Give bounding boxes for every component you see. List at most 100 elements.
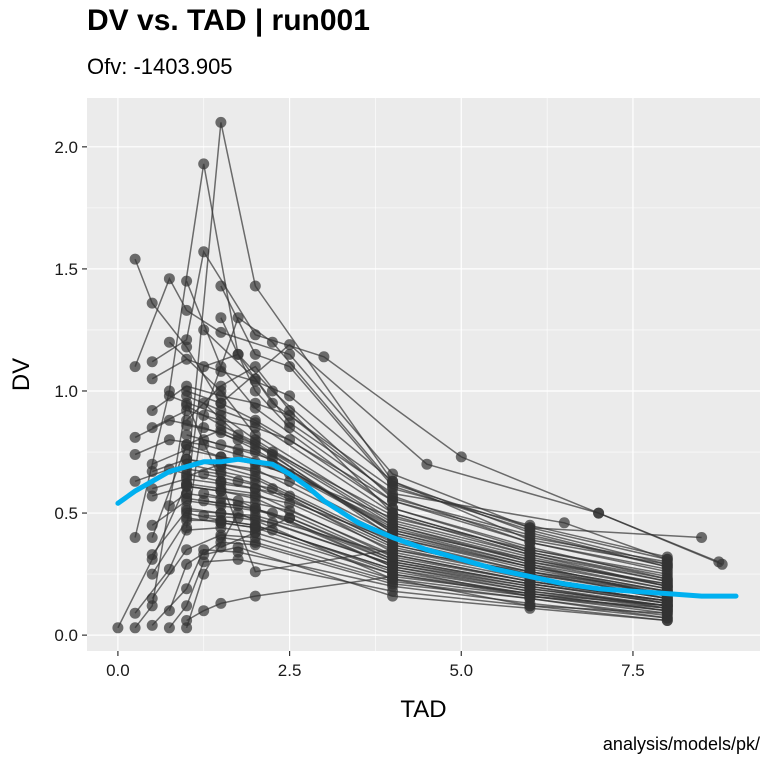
data-point [181, 558, 193, 570]
y-axis-title: DV [8, 358, 35, 391]
data-point [232, 429, 244, 441]
subject-line-45 [186, 507, 668, 602]
data-point [215, 439, 227, 451]
data-point [284, 361, 296, 373]
chart-title: DV vs. TAD | run001 [87, 4, 370, 37]
data-point [318, 351, 330, 363]
data-point [232, 541, 244, 553]
data-point [146, 619, 158, 631]
data-point [198, 434, 210, 446]
axes: 0.0 2.5 5.0 7.5 0.0 0.5 1.0 1.5 2.0 [54, 138, 644, 680]
data-point [181, 512, 193, 524]
data-point [284, 417, 296, 429]
data-point [146, 549, 158, 561]
data-point [146, 373, 158, 385]
data-point [387, 480, 399, 492]
subject-line-63 [186, 517, 668, 612]
data-point [198, 605, 210, 617]
data-point [129, 253, 141, 265]
data-point [524, 590, 536, 602]
data-point [284, 434, 296, 446]
data-point [198, 495, 210, 507]
data-point [198, 422, 210, 434]
data-point [163, 390, 175, 402]
data-point [661, 605, 673, 617]
data-point [146, 519, 158, 531]
data-point [181, 419, 193, 431]
data-point [198, 468, 210, 480]
data-point [696, 532, 708, 543]
data-point [249, 463, 261, 475]
data-point [215, 280, 227, 292]
data-point [524, 524, 536, 536]
smooth-layer [115, 456, 739, 599]
subject-line-52 [203, 402, 668, 595]
data-point [163, 622, 175, 634]
data-point [249, 417, 261, 429]
data-point [284, 390, 296, 402]
data-point [266, 336, 278, 348]
data-point [249, 590, 261, 602]
data-point [387, 590, 399, 602]
data-point [112, 622, 124, 634]
y-tick-label: 0.5 [54, 504, 78, 523]
data-point [181, 583, 193, 595]
data-point [284, 512, 296, 524]
data-point [387, 492, 399, 504]
subject-line-41 [220, 317, 668, 570]
data-point [249, 280, 261, 292]
data-point [198, 549, 210, 561]
data-point [215, 485, 227, 497]
data-point [181, 470, 193, 482]
data-point [181, 353, 193, 365]
x-tick-label: 7.5 [621, 661, 645, 680]
x-tick-label: 5.0 [449, 661, 473, 680]
data-point [593, 507, 605, 519]
data-point [455, 451, 467, 463]
data-point [266, 385, 278, 397]
data-point [215, 385, 227, 397]
data-point [266, 483, 278, 495]
data-point [249, 385, 261, 397]
data-point [129, 622, 141, 634]
caption: analysis/models/pk/ [602, 734, 760, 754]
data-point [215, 361, 227, 373]
data-point [387, 539, 399, 551]
data-point [198, 246, 210, 258]
subject-line-27 [134, 400, 668, 629]
subject-line-60 [186, 463, 668, 595]
y-tick-label: 1.5 [54, 260, 78, 279]
x-axis-title: TAD [400, 696, 446, 723]
data-point [181, 275, 193, 287]
data-point [232, 348, 244, 360]
data-point [163, 563, 175, 575]
data-point [181, 304, 193, 316]
data-point [661, 558, 673, 570]
data-point [146, 490, 158, 502]
x-tick-label: 0.0 [106, 661, 130, 680]
data-point [249, 473, 261, 485]
data-point [181, 400, 193, 412]
data-point [524, 546, 536, 558]
data-point [215, 517, 227, 529]
data-point [421, 458, 433, 470]
data-point [146, 422, 158, 434]
data-point [387, 507, 399, 519]
data-point [387, 568, 399, 580]
data-point [215, 312, 227, 324]
data-point [249, 439, 261, 451]
subject-line-57 [186, 395, 668, 580]
data-point [129, 532, 141, 543]
data-point [163, 605, 175, 617]
subject-line-55 [220, 285, 668, 566]
subject-line-30 [168, 341, 668, 588]
data-point [215, 597, 227, 609]
data-point [266, 449, 278, 460]
data-point [163, 434, 175, 446]
data-point [266, 507, 278, 519]
data-point [661, 615, 673, 626]
data-point [146, 466, 158, 477]
data-point [249, 373, 261, 385]
subject-line-29 [186, 390, 668, 563]
